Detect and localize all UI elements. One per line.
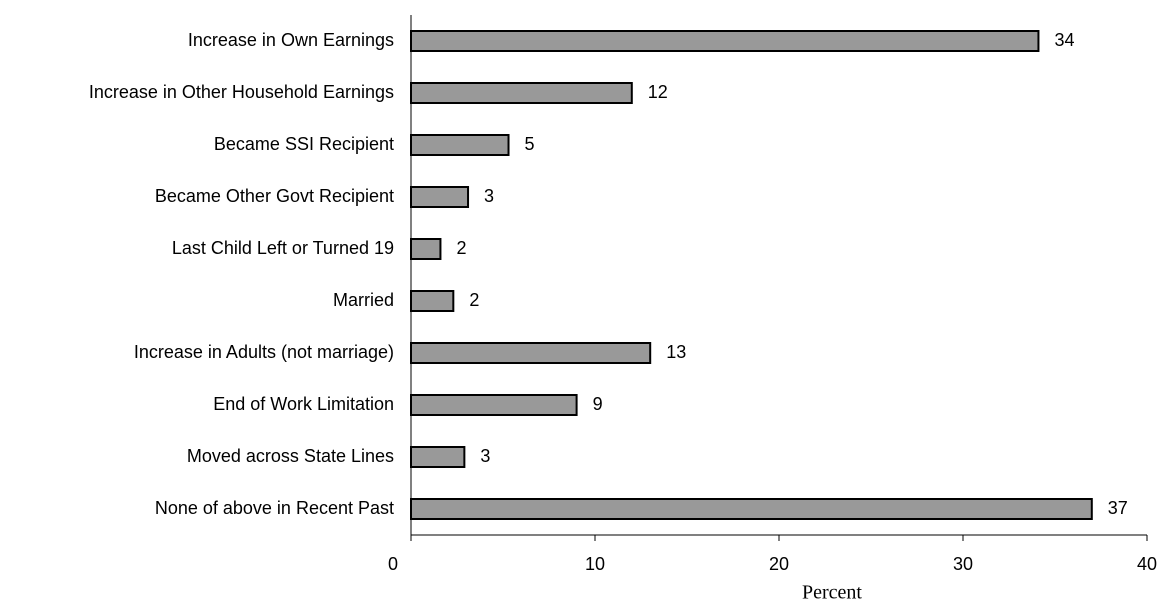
x-tick-label: 30 bbox=[953, 554, 973, 574]
value-label: 34 bbox=[1054, 30, 1074, 50]
value-label: 2 bbox=[469, 290, 479, 310]
y-tick-label: Increase in Other Household Earnings bbox=[89, 82, 394, 102]
y-tick-label: Moved across State Lines bbox=[187, 446, 394, 466]
bar bbox=[410, 342, 652, 364]
y-tick-label: Married bbox=[333, 290, 394, 310]
x-tick-label: 20 bbox=[769, 554, 789, 574]
x-tick-label: 10 bbox=[585, 554, 605, 574]
y-tick-label: Increase in Own Earnings bbox=[188, 30, 394, 50]
value-label: 12 bbox=[648, 82, 668, 102]
bar bbox=[410, 394, 578, 416]
value-label: 5 bbox=[525, 134, 535, 154]
value-label: 3 bbox=[480, 446, 490, 466]
value-label: 9 bbox=[593, 394, 603, 414]
bar bbox=[410, 446, 466, 468]
y-tick-label: End of Work Limitation bbox=[213, 394, 394, 414]
bar bbox=[410, 238, 442, 260]
y-tick-label: Became Other Govt Recipient bbox=[155, 186, 394, 206]
bar bbox=[410, 134, 510, 156]
y-tick-label: Increase in Adults (not marriage) bbox=[134, 342, 394, 362]
y-tick-label: None of above in Recent Past bbox=[155, 498, 394, 518]
value-label: 2 bbox=[456, 238, 466, 258]
bar bbox=[410, 30, 1040, 52]
bar bbox=[410, 498, 1093, 520]
bar bbox=[410, 186, 470, 208]
value-label: 3 bbox=[484, 186, 494, 206]
bar bbox=[410, 290, 455, 312]
x-axis-label: Percent bbox=[802, 582, 862, 604]
bar bbox=[410, 82, 633, 104]
x-tick-label: 40 bbox=[1137, 554, 1157, 574]
y-tick-label: Became SSI Recipient bbox=[214, 134, 394, 154]
y-tick-label: Last Child Left or Turned 19 bbox=[172, 238, 394, 258]
value-label: 13 bbox=[666, 342, 686, 362]
x-tick-label: 0 bbox=[388, 554, 398, 574]
value-label: 37 bbox=[1108, 498, 1128, 518]
